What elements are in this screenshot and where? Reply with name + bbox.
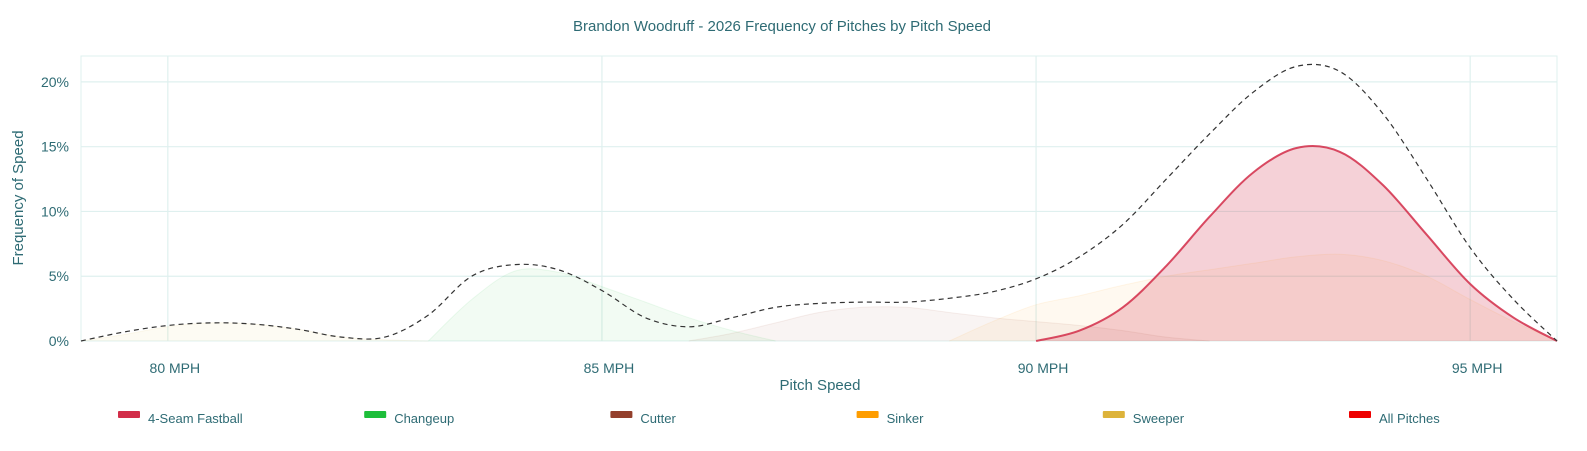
- series-lines: [80, 63, 1558, 342]
- series-line-sinker: [948, 253, 1558, 342]
- legend-swatch: [856, 411, 879, 418]
- legend-label: Changeup: [394, 411, 454, 426]
- legend-swatch: [364, 411, 387, 418]
- series-area-sinker: [949, 254, 1557, 341]
- legend-item-4-seam-fastball[interactable]: 4-Seam Fastball: [118, 411, 243, 426]
- legend-label: Cutter: [640, 411, 676, 426]
- x-axis-label: Pitch Speed: [780, 377, 861, 394]
- y-tick-label: 10%: [41, 203, 69, 219]
- series-line-all-pitches: [80, 63, 1558, 342]
- legend-item-sweeper[interactable]: Sweeper: [1102, 411, 1185, 426]
- y-tick-label: 20%: [41, 74, 69, 90]
- series-area-changeup: [428, 268, 776, 341]
- series-area-cutter: [688, 306, 1210, 341]
- x-tick-label: 90 MPH: [1018, 360, 1069, 376]
- x-axis-ticks: 80 MPH 85 MPH 90 MPH 95 MPH: [150, 360, 1503, 376]
- legend-label: Sinker: [887, 411, 925, 426]
- y-tick-label: 5%: [49, 268, 69, 284]
- y-axis-label: Frequency of Speed: [10, 130, 27, 265]
- legend-item-sinker[interactable]: Sinker: [856, 411, 925, 426]
- legend-swatch: [118, 411, 140, 418]
- legend-swatch: [1102, 411, 1125, 418]
- x-tick-label: 85 MPH: [584, 360, 635, 376]
- series-line-4-seam-fastball: [1035, 145, 1558, 342]
- series-line-cutter: [688, 306, 1210, 342]
- y-tick-label: 0%: [49, 333, 69, 349]
- plot-area-border: [80, 55, 1558, 342]
- series-line-changeup: [427, 268, 776, 342]
- x-tick-label: 80 MPH: [150, 360, 201, 376]
- legend-item-cutter[interactable]: Cutter: [610, 411, 676, 426]
- series-area-4-seam-fastball: [1036, 146, 1557, 341]
- legend-item-changeup[interactable]: Changeup: [364, 411, 454, 426]
- legend: 4-Seam Fastball Changeup Cutter Sinker Sweep…: [118, 411, 1440, 426]
- chart-title: Brandon Woodruff - 2026 Frequency of Pit…: [573, 18, 991, 35]
- series-areas: [81, 146, 1557, 341]
- legend-label: Sweeper: [1133, 411, 1185, 426]
- series-area-sweeper: [81, 322, 429, 341]
- legend-swatch: [610, 411, 633, 418]
- legend-label: All Pitches: [1379, 411, 1440, 426]
- y-axis-ticks: 0% 5% 10% 15% 20%: [41, 74, 69, 349]
- x-tick-label: 95 MPH: [1452, 360, 1503, 376]
- legend-label: 4-Seam Fastball: [148, 411, 243, 426]
- legend-item-all-pitches[interactable]: All Pitches: [1349, 411, 1440, 426]
- legend-swatch: [1349, 411, 1371, 418]
- y-tick-label: 15%: [41, 139, 69, 155]
